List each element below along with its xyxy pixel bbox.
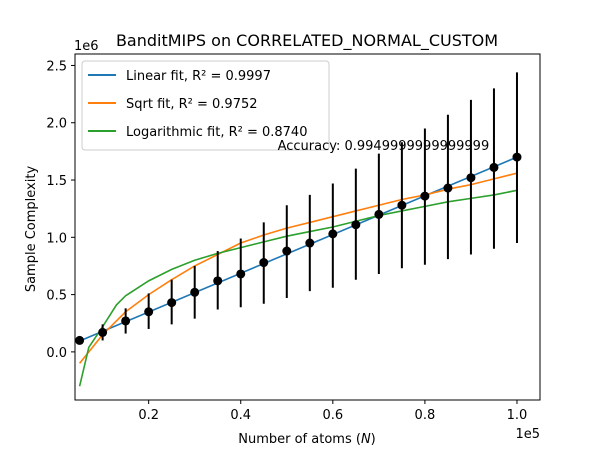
y-tick-label: 1.0: [46, 231, 67, 246]
data-point: [259, 258, 269, 268]
x-axis-label: Number of atoms (N): [238, 432, 376, 447]
data-point: [144, 307, 154, 317]
y-tick-label: 0.5: [46, 289, 67, 304]
x-tick-label: 0.6: [322, 408, 343, 423]
x-tick-label: 0.2: [138, 408, 159, 423]
data-point: [236, 269, 246, 279]
y-tick-label: 2.0: [46, 117, 67, 132]
data-point: [397, 200, 407, 210]
chart-title: BanditMIPS on CORRELATED_NORMAL_CUSTOM: [116, 31, 498, 51]
x-tick-label: 0.4: [230, 408, 251, 423]
plot-area: [75, 72, 522, 387]
data-point: [328, 229, 338, 239]
data-point: [167, 298, 177, 308]
x-tick-label: 0.8: [415, 408, 436, 423]
legend-box: [81, 60, 330, 151]
data-point: [121, 316, 131, 326]
series-line-2: [78, 189, 518, 387]
data-point: [512, 152, 522, 162]
legend: Linear fit, R² = 0.9997 Sqrt fit, R² = 0.…: [81, 60, 330, 151]
data-point: [351, 220, 361, 230]
x-multiplier: 1e5: [515, 427, 540, 442]
data-point: [213, 276, 223, 286]
legend-label-1: Sqrt fit, R² = 0.9752: [126, 97, 258, 112]
legend-label-2: Logarithmic fit, R² = 0.8740: [126, 125, 307, 140]
data-point: [305, 238, 315, 248]
data-point: [466, 173, 476, 183]
y-tick-label: 1.5: [46, 174, 67, 189]
data-point: [98, 327, 108, 337]
x-axis-label-var: N: [361, 432, 371, 447]
data-point: [190, 287, 200, 297]
data-point: [443, 183, 453, 193]
data-point: [282, 246, 292, 256]
y-tick-label: 0.0: [46, 346, 67, 361]
y-axis-label: Sample Complexity: [24, 166, 39, 293]
x-axis-label-close: ): [371, 432, 376, 447]
x-tick-label: 1.0: [507, 408, 528, 423]
x-axis-label-text: Number of atoms (: [238, 432, 361, 447]
data-point: [75, 335, 85, 345]
accuracy-annotation: Accuracy: 0.9949999999999999: [278, 139, 490, 154]
data-point: [374, 209, 384, 219]
y-tick-label: 2.5: [46, 59, 67, 74]
plot-frame: [74, 53, 541, 401]
data-point: [489, 162, 499, 172]
data-point: [420, 191, 430, 201]
legend-label-0: Linear fit, R² = 0.9997: [126, 69, 271, 84]
y-multiplier: 1e6: [74, 39, 99, 54]
